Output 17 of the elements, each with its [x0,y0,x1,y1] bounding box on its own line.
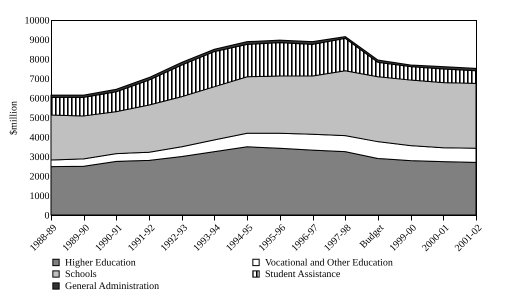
y-tick-label: 1000 [30,191,50,202]
y-tick-label: 9000 [30,35,50,46]
y-tick-label: 0 [44,210,50,222]
legend-label: Schools [65,269,97,280]
legend-label: Vocational and Other Education [265,257,393,268]
y-tick-label: 5000 [30,113,50,124]
y-tick-label: 7000 [30,74,50,85]
y-tick-label: 3000 [30,152,50,163]
legend-label: General Administration [65,281,160,292]
y-tick-label: 2000 [30,172,50,182]
y-tick-label: 10000 [24,16,50,26]
y-tick-label: 4000 [30,132,50,144]
y-tick-label: 6000 [30,94,50,104]
legend-label: Higher Education [65,257,136,268]
y-axis-title: $million [8,101,20,135]
y-tick-label: 8000 [30,54,50,66]
legend-label: Student Assistance [265,269,341,280]
